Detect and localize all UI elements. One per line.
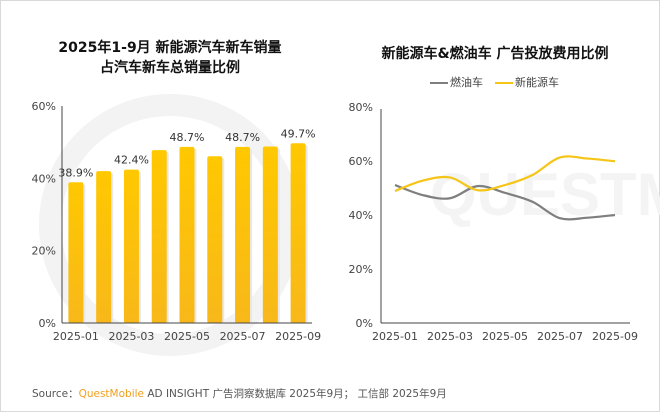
bar xyxy=(262,146,278,323)
y-tick-label: 20% xyxy=(349,263,373,276)
x-tick-label: 2025-07 xyxy=(220,330,266,343)
legend-item-nev: 新能源车 xyxy=(495,74,559,90)
x-tick-label: 2025-05 xyxy=(164,330,210,343)
source-text: AD INSIGHT 广告洞察数据库 2025年9月； 工信部 2025年9月 xyxy=(147,388,447,400)
bar xyxy=(68,182,84,323)
line-chart-title: 新能源车&燃油车 广告投放费用比例 xyxy=(381,46,609,62)
line-legend: 燃油车 新能源车 xyxy=(430,74,559,90)
y-tick-label: 20% xyxy=(32,245,56,258)
bar xyxy=(235,146,251,323)
x-tick-label: 2025-03 xyxy=(427,330,473,343)
legend-swatch xyxy=(430,82,448,84)
x-tick-label: 2025-09 xyxy=(275,330,321,343)
x-tick-label: 2025-05 xyxy=(482,330,528,343)
legend-label: 燃油车 xyxy=(450,76,483,89)
x-tick-label: 2025-01 xyxy=(53,330,99,343)
bar xyxy=(151,150,167,323)
legend-swatch xyxy=(495,82,513,84)
x-tick-label: 2025-09 xyxy=(592,330,638,343)
watermark-logo xyxy=(39,94,301,356)
bar xyxy=(123,169,139,323)
y-tick-label: 0% xyxy=(39,317,56,330)
y-tick-label: 40% xyxy=(32,172,56,185)
bar-title-line-1: 2025年1-9月 新能源汽车新车销量 xyxy=(58,40,282,56)
y-tick-label: 0% xyxy=(356,317,373,330)
bar xyxy=(179,146,195,323)
y-tick-label: 40% xyxy=(349,209,373,222)
bar-title-line-2: 占汽车新车总销量比例 xyxy=(100,60,240,76)
y-tick-label: 60% xyxy=(349,155,373,168)
bar-data-label: 42.4% xyxy=(114,154,149,167)
series-line-ice xyxy=(394,183,616,221)
source-brand: QuestMobile xyxy=(78,388,144,400)
legend-item-ice: 燃油车 xyxy=(430,74,483,90)
y-tick-label: 60% xyxy=(32,100,56,113)
x-tick-label: 2025-03 xyxy=(108,330,154,343)
bar-data-label: 48.7% xyxy=(225,131,260,144)
legend-label: 新能源车 xyxy=(515,76,559,89)
source-note: Source：QuestMobile AD INSIGHT 广告洞察数据库 20… xyxy=(32,386,447,401)
bar-data-label: 49.7% xyxy=(281,127,316,140)
x-tick-label: 2025-01 xyxy=(372,330,418,343)
bar xyxy=(290,143,306,323)
x-tick-label: 2025-07 xyxy=(537,330,583,343)
source-prefix: Source： xyxy=(32,388,79,400)
watermark-text: QUESTMOBILE xyxy=(430,161,660,228)
bar xyxy=(96,171,112,323)
bar-chart-title: 2025年1-9月 新能源汽车新车销量 占汽车新车总销量比例 xyxy=(20,38,320,78)
series-line-nev xyxy=(394,155,616,193)
bar-data-label: 38.9% xyxy=(58,166,93,179)
y-tick-label: 80% xyxy=(349,101,373,114)
bar-data-label: 48.7% xyxy=(170,131,205,144)
bar xyxy=(207,156,223,323)
